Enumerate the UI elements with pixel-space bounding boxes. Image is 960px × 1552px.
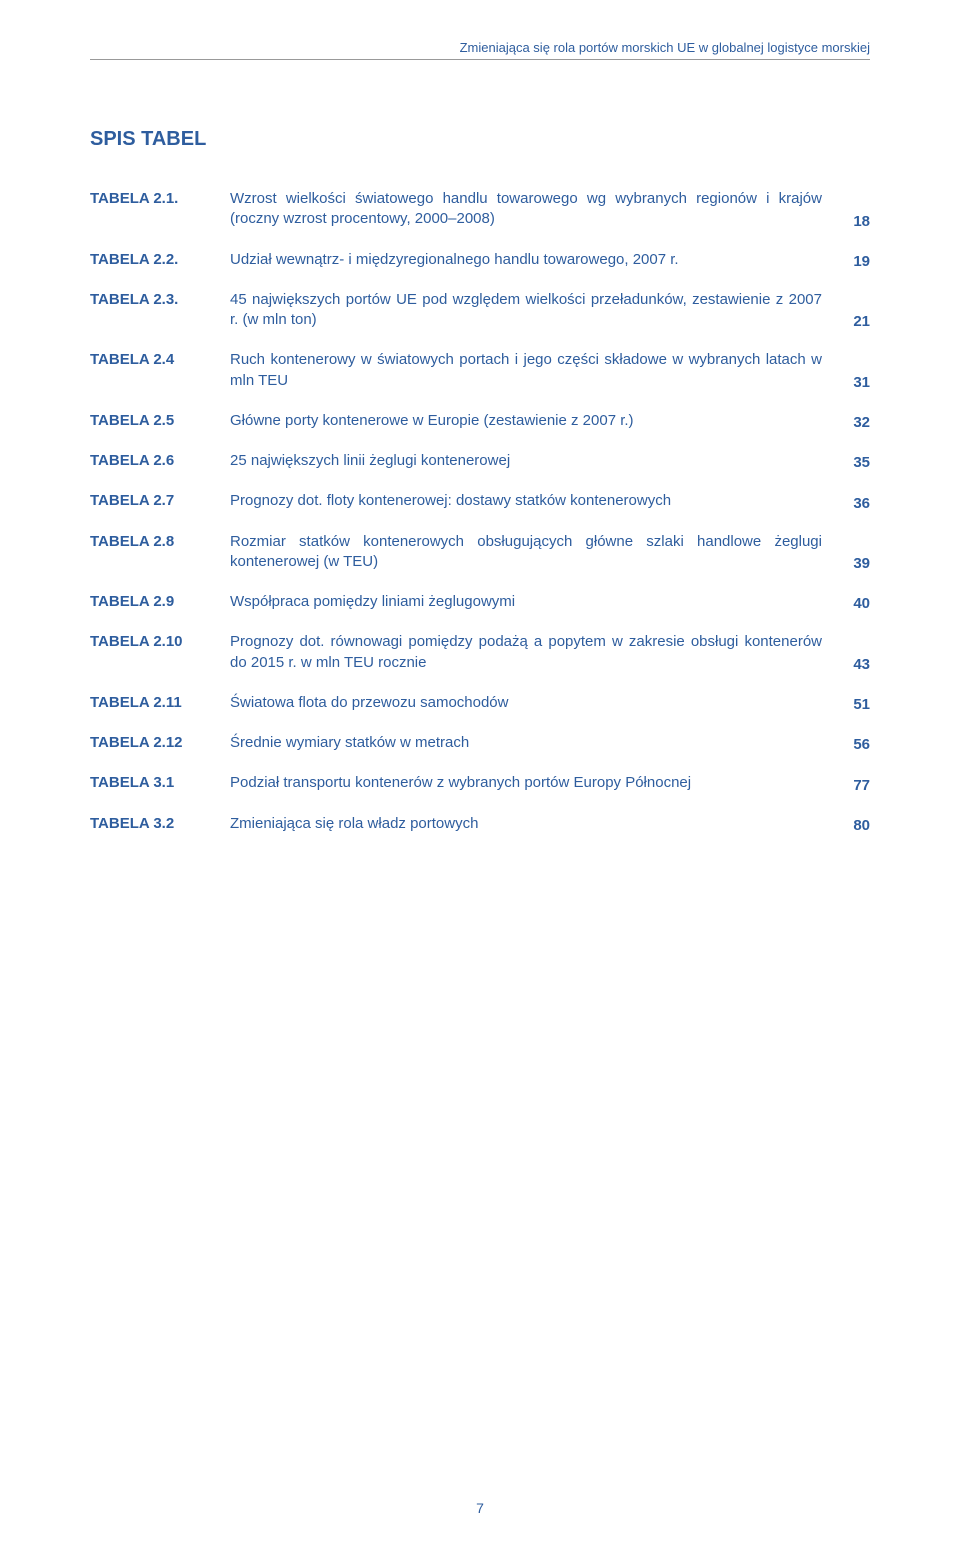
toc-entry: TABELA 2.2. Udział wewnątrz- i międzyreg… (90, 250, 870, 270)
page-title: SPIS TABEL (90, 128, 870, 151)
toc-entry-label: TABELA 3.1 (90, 773, 230, 791)
toc-entry: TABELA 2.1. Wzrost wielkości światowego … (90, 189, 870, 230)
toc-entry-label: TABELA 3.2 (90, 814, 230, 832)
toc-entry-page: 21 (822, 313, 870, 330)
toc-entry-page: 32 (822, 414, 870, 431)
toc-entry-label: TABELA 2.1. (90, 189, 230, 207)
toc-entry: TABELA 3.2 Zmieniająca się rola władz po… (90, 814, 870, 834)
toc-entry-page: 56 (822, 736, 870, 753)
toc-entry-page: 43 (822, 656, 870, 673)
toc-entry-desc: Prognozy dot. floty kontenerowej: dostaw… (230, 491, 822, 511)
toc-entry-page: 40 (822, 595, 870, 612)
toc-entry-page: 36 (822, 495, 870, 512)
toc-entry: TABELA 3.1 Podział transportu kontenerów… (90, 773, 870, 793)
toc-entry-label: TABELA 2.3. (90, 290, 230, 308)
toc-entry-label: TABELA 2.8 (90, 532, 230, 550)
toc-entry-label: TABELA 2.4 (90, 350, 230, 368)
toc-entry-label: TABELA 2.9 (90, 592, 230, 610)
toc-entry-page: 39 (822, 555, 870, 572)
toc-entry-page: 80 (822, 817, 870, 834)
toc-entry-page: 51 (822, 696, 870, 713)
toc-entry: TABELA 2.12 Średnie wymiary statków w me… (90, 733, 870, 753)
toc-entry: TABELA 2.3. 45 największych portów UE po… (90, 290, 870, 331)
toc-entry-desc: Wzrost wielkości światowego handlu towar… (230, 189, 822, 230)
toc-entry-label: TABELA 2.5 (90, 411, 230, 429)
toc-entry-page: 77 (822, 777, 870, 794)
toc-entries: TABELA 2.1. Wzrost wielkości światowego … (90, 189, 870, 834)
toc-entry: TABELA 2.8 Rozmiar statków kontenerowych… (90, 532, 870, 573)
toc-entry-desc: Rozmiar statków kontenerowych obsługując… (230, 532, 822, 573)
toc-entry-desc: 45 największych portów UE pod względem w… (230, 290, 822, 331)
toc-entry: TABELA 2.9 Współpraca pomiędzy liniami ż… (90, 592, 870, 612)
toc-entry-desc: Udział wewnątrz- i międzyregionalnego ha… (230, 250, 822, 270)
toc-entry-desc: Podział transportu kontenerów z wybranyc… (230, 773, 822, 793)
toc-entry: TABELA 2.11 Światowa flota do przewozu s… (90, 693, 870, 713)
toc-entry-desc: Prognozy dot. równowagi pomiędzy podażą … (230, 632, 822, 673)
toc-entry-desc: 25 największych linii żeglugi kontenerow… (230, 451, 822, 471)
toc-entry-label: TABELA 2.7 (90, 491, 230, 509)
toc-entry-page: 35 (822, 454, 870, 471)
toc-entry-page: 18 (822, 213, 870, 230)
running-header: Zmieniająca się rola portów morskich UE … (90, 40, 870, 60)
toc-entry-desc: Światowa flota do przewozu samochodów (230, 693, 822, 713)
toc-entry-page: 31 (822, 374, 870, 391)
toc-entry-label: TABELA 2.11 (90, 693, 230, 711)
toc-entry: TABELA 2.5 Główne porty kontenerowe w Eu… (90, 411, 870, 431)
toc-entry-desc: Średnie wymiary statków w metrach (230, 733, 822, 753)
toc-entry-desc: Zmieniająca się rola władz portowych (230, 814, 822, 834)
toc-entry-desc: Współpraca pomiędzy liniami żeglugowymi (230, 592, 822, 612)
toc-entry-desc: Ruch kontenerowy w światowych portach i … (230, 350, 822, 391)
toc-entry-label: TABELA 2.12 (90, 733, 230, 751)
toc-entry-label: TABELA 2.6 (90, 451, 230, 469)
toc-entry: TABELA 2.6 25 największych linii żeglugi… (90, 451, 870, 471)
toc-entry: TABELA 2.4 Ruch kontenerowy w światowych… (90, 350, 870, 391)
toc-entry-label: TABELA 2.2. (90, 250, 230, 268)
toc-entry-label: TABELA 2.10 (90, 632, 230, 650)
toc-entry-page: 19 (822, 253, 870, 270)
toc-entry: TABELA 2.7 Prognozy dot. floty kontenero… (90, 491, 870, 511)
toc-entry: TABELA 2.10 Prognozy dot. równowagi pomi… (90, 632, 870, 673)
page-number: 7 (0, 1500, 960, 1516)
toc-entry-desc: Główne porty kontenerowe w Europie (zest… (230, 411, 822, 431)
